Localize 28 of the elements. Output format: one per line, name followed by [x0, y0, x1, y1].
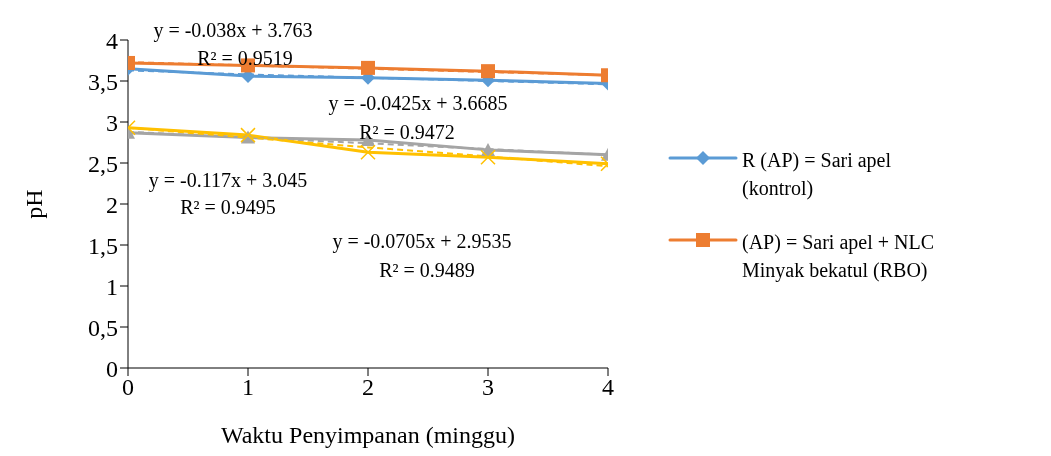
- x-tick-label: 2: [362, 374, 374, 401]
- x-tick-label: 1: [242, 374, 254, 401]
- annotation: R² = 0.9489: [379, 258, 475, 282]
- y-tick-label: 1,5: [88, 232, 118, 259]
- y-tick-label: 3,5: [88, 68, 118, 95]
- point: [361, 60, 375, 75]
- y-axis-title: pH: [20, 189, 47, 219]
- point: [360, 144, 376, 161]
- annotation: R² = 0.9472: [359, 120, 455, 144]
- annotation: y = -0.0425x + 3.6685: [328, 91, 508, 115]
- annotation: R² = 0.9495: [180, 195, 276, 219]
- y-tick-label: 1: [106, 273, 118, 300]
- y-tick-label: 2: [106, 191, 118, 218]
- point: [481, 64, 495, 79]
- y-tick-label: 0: [106, 355, 118, 382]
- annotation: R² = 0.9519: [197, 46, 293, 70]
- x-tick-label: 4: [602, 374, 614, 401]
- annotation: y = -0.0705x + 2.9535: [332, 229, 512, 253]
- x-axis-title: Waktu Penyimpanan (minggu): [220, 422, 516, 448]
- annotation: y = -0.117x + 3.045: [148, 168, 308, 192]
- y-tick-label: 3: [106, 109, 118, 136]
- y-tick-label: 4: [106, 27, 118, 54]
- legend-label: R (AP) = Sari apel (kontrol): [742, 148, 893, 202]
- x-tick-label: 3: [482, 374, 494, 401]
- y-tick-label: 0,5: [88, 314, 118, 341]
- annotation: y = -0.038x + 3.763: [153, 18, 313, 42]
- y-tick-label: 2,5: [88, 150, 118, 177]
- legend-label: (AP) = Sari apel + NLC Minyak bekatul (RBO): [742, 230, 935, 284]
